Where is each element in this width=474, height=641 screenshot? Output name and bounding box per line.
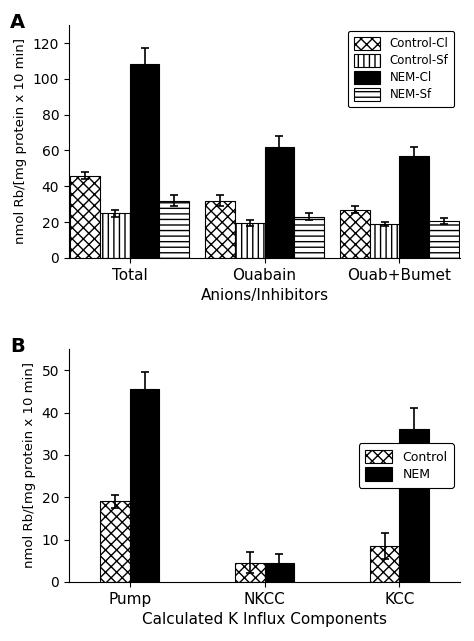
Bar	[130, 389, 159, 582]
Bar	[400, 429, 429, 582]
Legend: Control-Cl, Control-Sf, NEM-Cl, NEM-Sf: Control-Cl, Control-Sf, NEM-Cl, NEM-Sf	[348, 31, 454, 107]
Bar	[100, 501, 130, 582]
Bar	[264, 147, 294, 258]
Bar	[70, 176, 100, 258]
Bar	[294, 217, 324, 258]
Bar	[130, 65, 159, 258]
Bar	[400, 156, 429, 258]
Bar	[340, 210, 370, 258]
Bar	[370, 546, 400, 582]
Legend: Control, NEM: Control, NEM	[359, 444, 454, 488]
Bar	[235, 563, 264, 582]
Bar	[370, 224, 400, 258]
Bar	[264, 563, 294, 582]
Bar	[159, 201, 189, 258]
Bar	[235, 223, 264, 258]
Bar	[100, 213, 130, 258]
Text: B: B	[10, 337, 25, 356]
Text: A: A	[10, 13, 26, 33]
X-axis label: Anions/Inhibitors: Anions/Inhibitors	[201, 288, 328, 303]
Y-axis label: nmol Rb/[mg protein x 10 min]: nmol Rb/[mg protein x 10 min]	[23, 362, 36, 569]
X-axis label: Calculated K Influx Components: Calculated K Influx Components	[142, 612, 387, 627]
Bar	[205, 201, 235, 258]
Y-axis label: nmol Rb/[mg protein x 10 min]: nmol Rb/[mg protein x 10 min]	[14, 38, 27, 244]
Bar	[429, 221, 459, 258]
